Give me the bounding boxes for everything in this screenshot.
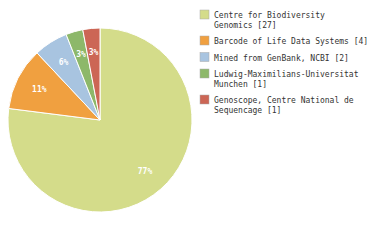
pie-slice xyxy=(83,28,100,120)
legend-item: Ludwig-Maximilians-UniversitatMunchen [1… xyxy=(200,69,359,89)
data-label: 11% xyxy=(32,85,47,94)
chart-svg: 77% 11% 6% 3%3% Centre for BiodiversityGenom… xyxy=(0,0,380,240)
data-label: 77% xyxy=(138,167,153,176)
legend-label-line: Barcode of Life Data Systems [4] xyxy=(214,37,368,46)
legend-item: Mined from GenBank, NCBI [2] xyxy=(200,53,349,63)
legend-label: Barcode of Life Data Systems [4] xyxy=(214,37,368,46)
pie-slice xyxy=(8,28,192,212)
data-label: 3% xyxy=(76,50,86,59)
legend-label-line: Mined from GenBank, NCBI [2] xyxy=(214,54,349,63)
legend-item: Centre for BiodiversityGenomics [27] xyxy=(200,10,325,30)
legend-item: Barcode of Life Data Systems [4] xyxy=(200,36,368,46)
legend: Centre for BiodiversityGenomics [27] Barc… xyxy=(200,10,368,115)
data-labels: 77% 11% 6% 3%3% xyxy=(32,48,152,176)
legend-swatch xyxy=(200,95,209,104)
legend-label-line: Ludwig-Maximilians-Universitat xyxy=(214,70,359,79)
legend-label-line: Sequencage [1] xyxy=(214,106,281,115)
legend-swatch xyxy=(200,10,209,19)
legend-item: Genoscope, Centre National deSequencage … xyxy=(200,95,354,115)
legend-label: Genoscope, Centre National deSequencage … xyxy=(214,96,354,115)
legend-label: Ludwig-Maximilians-UniversitatMunchen [1… xyxy=(214,70,359,89)
legend-label-line: Genoscope, Centre National de xyxy=(214,96,354,105)
legend-label-line: Centre for Biodiversity xyxy=(214,11,325,20)
legend-label: Centre for BiodiversityGenomics [27] xyxy=(214,11,325,30)
legend-swatch xyxy=(200,69,209,78)
legend-swatch xyxy=(200,53,209,62)
legend-swatch xyxy=(200,36,209,45)
data-label: 6% xyxy=(59,58,69,67)
legend-label: Mined from GenBank, NCBI [2] xyxy=(214,54,349,63)
legend-label-line: Munchen [1] xyxy=(214,80,267,89)
data-label: 3% xyxy=(89,48,99,57)
legend-label-line: Genomics [27] xyxy=(214,21,277,30)
pie xyxy=(8,28,192,212)
